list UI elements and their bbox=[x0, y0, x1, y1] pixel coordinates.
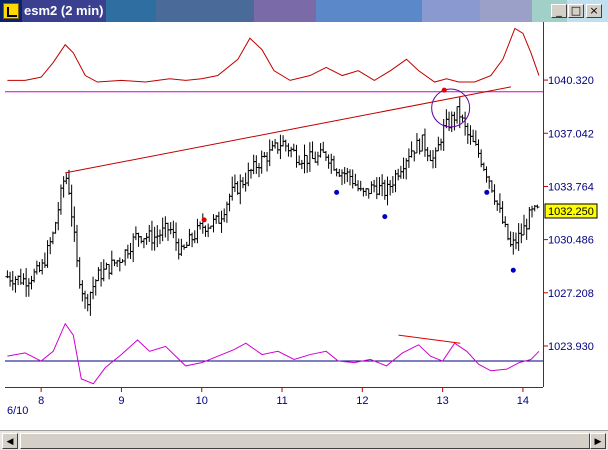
signal-dot-blue bbox=[484, 189, 490, 195]
y-tick-label: 1030.486 bbox=[548, 235, 594, 247]
title-bar-segment bbox=[316, 0, 422, 22]
title-bar-segment bbox=[480, 0, 532, 22]
title-bar-segment bbox=[156, 0, 254, 22]
x-tick-label: 10 bbox=[196, 395, 208, 407]
chart-area[interactable]: 1040.320 1037.042 1033.764 1030.486 1027.208… bbox=[0, 22, 608, 430]
signal-dot-red bbox=[441, 87, 447, 93]
scroll-right-button[interactable]: ▶ bbox=[590, 433, 606, 449]
title-bar bbox=[0, 0, 608, 22]
signal-dot-red bbox=[201, 217, 207, 223]
price-bars bbox=[5, 97, 540, 316]
scroll-left-button[interactable]: ◀ bbox=[2, 433, 18, 449]
last-price-label: 1032.250 bbox=[548, 206, 594, 218]
date-label: 6/10 bbox=[7, 405, 28, 417]
trend-line bbox=[65, 86, 511, 174]
horizontal-scrollbar[interactable]: ◀ ▶ bbox=[0, 430, 608, 450]
upper-indicator-line bbox=[7, 27, 540, 83]
x-tick-label: 8 bbox=[38, 395, 44, 407]
oscillator-line bbox=[7, 322, 540, 385]
x-tick-label: 9 bbox=[118, 395, 124, 407]
close-button[interactable]: × bbox=[586, 4, 602, 18]
x-tick-label: 12 bbox=[356, 395, 368, 407]
chart-app-icon[interactable] bbox=[3, 3, 19, 19]
maximize-button[interactable]: □ bbox=[568, 4, 584, 18]
y-tick-label: 1033.764 bbox=[548, 181, 594, 193]
y-tick-label: 1037.042 bbox=[548, 128, 594, 140]
x-tick-label: 11 bbox=[276, 395, 287, 407]
signal-dot-blue bbox=[334, 189, 340, 195]
y-tick-label: 1027.208 bbox=[548, 288, 594, 300]
divergence-line bbox=[398, 334, 461, 344]
scrollbar-thumb[interactable] bbox=[20, 433, 590, 449]
last-price-badge bbox=[544, 203, 598, 219]
highlight-circle bbox=[431, 88, 471, 128]
title-bar-segment bbox=[422, 0, 480, 22]
signal-dot-blue bbox=[382, 214, 388, 220]
title-bar-segment bbox=[254, 0, 316, 22]
y-tick-label: 1023.930 bbox=[548, 341, 594, 353]
y-tick-label: 1040.320 bbox=[548, 75, 594, 87]
signal-dot-blue bbox=[510, 267, 516, 273]
window-title: esm2 (2 min) bbox=[24, 3, 104, 18]
minimize-button[interactable]: _ bbox=[551, 4, 567, 18]
price-chart[interactable]: 1040.320 1037.042 1033.764 1030.486 1027.208… bbox=[0, 22, 608, 430]
title-bar-segment bbox=[22, 0, 106, 22]
x-tick-label: 14 bbox=[517, 395, 529, 407]
x-tick-label: 13 bbox=[437, 395, 449, 407]
title-bar-segment bbox=[106, 0, 156, 22]
